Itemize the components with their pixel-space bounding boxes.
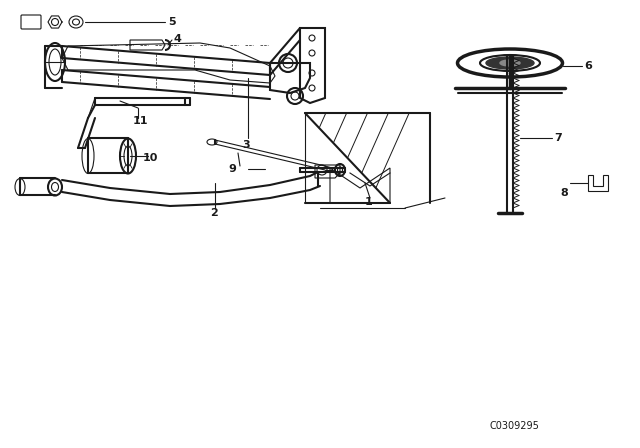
Text: 11: 11 [133,116,148,126]
Text: 4: 4 [174,34,182,44]
Text: 2: 2 [210,208,218,218]
Text: 9: 9 [228,164,236,174]
Text: 8: 8 [560,188,568,198]
Text: C0309295: C0309295 [490,421,540,431]
Text: 1: 1 [365,197,372,207]
Text: 7: 7 [554,133,562,143]
Text: 6: 6 [584,61,592,71]
Text: 10: 10 [143,153,158,163]
Ellipse shape [486,57,534,69]
Ellipse shape [500,60,520,66]
Text: 5: 5 [168,17,175,27]
Text: 3: 3 [242,140,250,150]
